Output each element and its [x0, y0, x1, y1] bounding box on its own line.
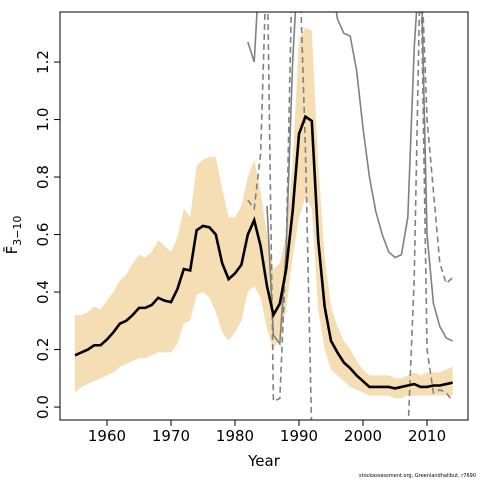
x-tick-label: 1980: [216, 427, 254, 445]
x-tick-label: 1990: [280, 427, 318, 445]
confidence-band: [74, 27, 453, 399]
x-tick-label: 2010: [408, 427, 446, 445]
y-tick-label: 0.6: [34, 223, 52, 247]
y-tick-label: 0.0: [34, 395, 52, 419]
x-tick-label: 2000: [344, 427, 382, 445]
retro-line: [407, 12, 454, 420]
y-tick-label: 0.2: [34, 338, 52, 362]
y-axis-label: F̄3−10: [2, 216, 24, 255]
y-axis-label-sub: 3−10: [11, 216, 24, 246]
x-tick-label: 1960: [88, 427, 126, 445]
y-tick-label: 1.2: [34, 50, 52, 74]
estimate-line: [74, 114, 453, 390]
x-axis-label: Year: [247, 452, 281, 470]
y-tick-label: 0.8: [34, 165, 52, 189]
retro-line: [300, 12, 313, 420]
plot-frame: [59, 11, 469, 421]
y-tick-label: 1.0: [34, 108, 52, 132]
retro-line: [247, 12, 453, 342]
x-tick-label: 1970: [152, 427, 190, 445]
y-axis-label-main: F̄: [2, 246, 21, 255]
plot-area: [74, 12, 454, 420]
y-tick-label: 0.4: [34, 280, 52, 304]
retro-line: [247, 12, 293, 403]
retro-line: [422, 12, 454, 285]
footer: stockassessment.org, Greenlandhalibut, r…: [359, 473, 476, 479]
